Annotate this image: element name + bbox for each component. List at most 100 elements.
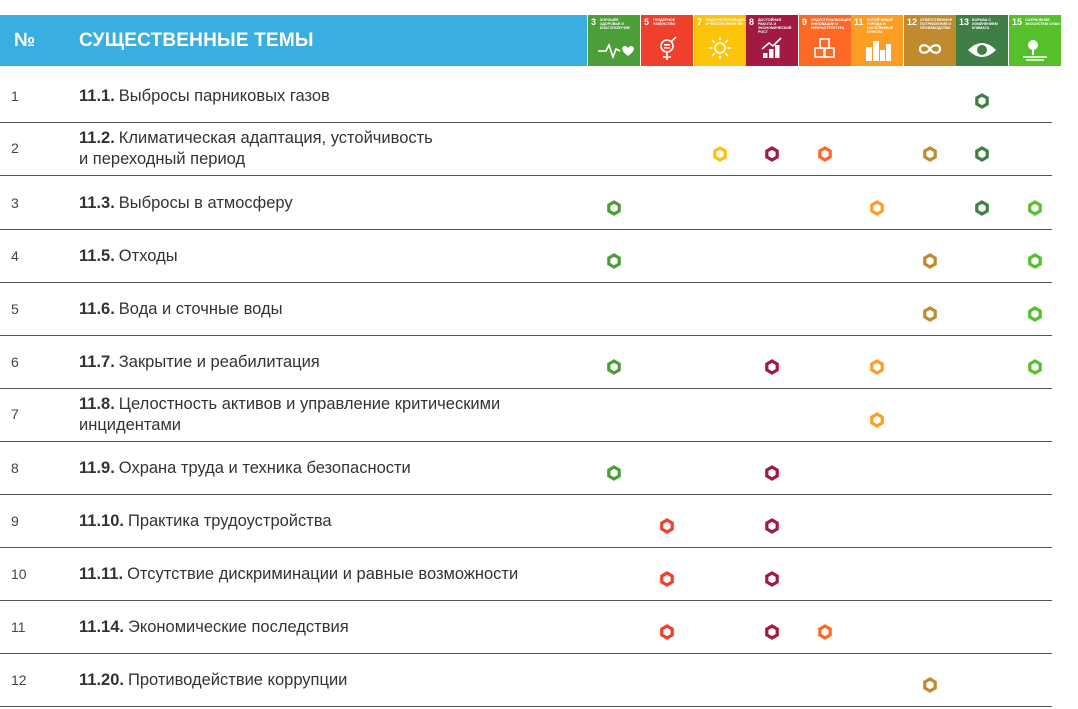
row-number: 5 <box>11 301 19 317</box>
sdg-5-hexagon-mark <box>660 517 674 534</box>
sdg-goal-caption: Борьба с изменением климата <box>972 18 998 30</box>
topic-cell: 11.8. Целостность активов и управление кр… <box>79 394 500 436</box>
sdg-goal-number: 3 <box>591 17 597 27</box>
sdg-9-hexagon-mark <box>818 623 832 640</box>
table-row: 7 11.8. Целостность активов и управление к… <box>0 389 1052 442</box>
topic-cell: 11.3. Выбросы в атмосферу <box>79 193 293 214</box>
sdg-goal-number: 7 <box>697 17 703 27</box>
topic-code: 11.11. <box>79 565 124 583</box>
row-number: 12 <box>11 672 27 688</box>
sdg-3-hexagon-mark <box>607 464 621 481</box>
topic-code: 11.8. <box>79 395 115 413</box>
topic-title-line: Закрытие и реабилитация <box>118 353 320 371</box>
sdg-goal-12-tile: 12 Ответственное потребление и производст… <box>904 15 956 66</box>
topic-title-line: Выбросы парниковых газов <box>118 87 330 105</box>
topic-cell: 11.11. Отсутствие дискриминации и равные … <box>79 564 518 585</box>
sdg-goal-caption: Достойная работа и экономический рост <box>758 18 792 34</box>
row-number: 9 <box>11 513 19 529</box>
gender-icon <box>660 36 677 60</box>
sdg-8-hexagon-mark <box>765 570 779 587</box>
row-divider <box>0 653 1052 654</box>
tree-icon <box>1023 40 1047 61</box>
sdg-7-hexagon-mark <box>713 145 727 162</box>
sdg-goal-caption: Устойчивые города и населенные пункты <box>867 18 894 34</box>
sdg-goal-15-tile: 15 Сохранение экосистем суши <box>1009 15 1061 66</box>
sdg-12-hexagon-mark <box>923 252 937 269</box>
table-row: 12 11.20. Противодействие коррупции <box>0 654 1052 707</box>
topic-cell: 11.2. Климатическая адаптация, устойчивос… <box>79 128 433 170</box>
sdg-8-hexagon-mark <box>765 464 779 481</box>
topic-code: 11.9. <box>79 459 115 477</box>
eye-globe-icon <box>968 43 996 57</box>
sdg-11-hexagon-mark <box>870 411 884 428</box>
sdg-goal-caption: Недорогостоящая и чистая энергия <box>706 18 746 26</box>
row-divider <box>0 229 1052 230</box>
row-number: 4 <box>11 248 19 264</box>
sdg-13-hexagon-mark <box>975 92 989 109</box>
topic-title-line: Экономические последствия <box>127 618 349 636</box>
sdg-goal-13-tile: 13 Борьба с изменением климата <box>956 15 1008 66</box>
table-row: 5 11.6. Вода и сточные воды <box>0 283 1052 336</box>
sdg-15-hexagon-mark <box>1028 305 1042 322</box>
sdg-8-hexagon-mark <box>765 145 779 162</box>
topic-code: 11.7. <box>79 353 115 371</box>
row-number: 3 <box>11 195 19 211</box>
heartbeat-icon <box>598 42 634 60</box>
sdg-goal-number: 12 <box>907 17 918 27</box>
topic-title-line: Вода и сточные воды <box>118 300 283 318</box>
table-header: № СУЩЕСТВЕННЫЕ ТЕМЫ <box>0 15 587 66</box>
topic-code: 11.20. <box>79 671 124 689</box>
row-divider <box>0 175 1052 176</box>
sdg-11-hexagon-mark <box>870 358 884 375</box>
topic-code: 11.5. <box>79 247 115 265</box>
topic-code: 11.3. <box>79 194 115 212</box>
row-number: 8 <box>11 460 19 476</box>
row-number: 10 <box>11 566 27 582</box>
sdg-goal-number: 11 <box>854 17 864 27</box>
sdg-5-hexagon-mark <box>660 570 674 587</box>
topic-code: 11.6. <box>79 300 115 318</box>
sdg-3-hexagon-mark <box>607 358 621 375</box>
topic-cell: 11.7. Закрытие и реабилитация <box>79 352 320 373</box>
topic-title-line: Практика трудоустройства <box>127 512 332 530</box>
sdg-goal-9-tile: 9 Индустриализация, инновации и инфрастру… <box>799 15 851 66</box>
table-row: 9 11.10. Практика трудоустройства <box>0 495 1052 548</box>
sdg-8-hexagon-mark <box>765 623 779 640</box>
topic-code: 11.14. <box>79 618 124 636</box>
topic-title-line: Выбросы в атмосферу <box>118 194 293 212</box>
topic-cell: 11.5. Отходы <box>79 246 178 267</box>
sdg-goal-caption: Хорошее здоровье и благополучие <box>600 18 630 30</box>
sun-icon <box>709 37 731 59</box>
row-number: 1 <box>11 88 19 104</box>
sdg-goal-number: 15 <box>1012 17 1023 27</box>
topic-code: 11.10. <box>79 512 124 530</box>
topic-code: 11.1. <box>79 87 115 105</box>
sdg-9-hexagon-mark <box>818 145 832 162</box>
row-number: 6 <box>11 354 19 370</box>
sdg-5-hexagon-mark <box>660 623 674 640</box>
sdg-goal-8-tile: 8 Достойная работа и экономический рост <box>746 15 798 66</box>
sdg-goal-caption: Сохранение экосистем суши <box>1025 18 1060 26</box>
sdg-8-hexagon-mark <box>765 358 779 375</box>
sdg-3-hexagon-mark <box>607 199 621 216</box>
sdg-goal-3-tile: 3 Хорошее здоровье и благополучие <box>588 15 640 66</box>
topic-title-line: Отходы <box>118 247 178 265</box>
sdg-goal-11-tile: 11 Устойчивые города и населенные пункты <box>851 15 903 66</box>
sdg-15-hexagon-mark <box>1028 358 1042 375</box>
topic-title-line: инцидентами <box>79 416 182 434</box>
topic-cell: 11.14. Экономические последствия <box>79 617 349 638</box>
row-divider <box>0 122 1052 123</box>
sdg-goal-number: 9 <box>802 17 808 27</box>
topic-cell: 11.10. Практика трудоустройства <box>79 511 332 532</box>
table-row: 6 11.7. Закрытие и реабилитация <box>0 336 1052 389</box>
growth-chart-icon <box>761 37 782 58</box>
sdg-goal-caption: Индустриализация, инновации и инфраструк… <box>811 18 851 30</box>
sdg-12-hexagon-mark <box>923 676 937 693</box>
sdg-3-hexagon-mark <box>607 252 621 269</box>
sdg-15-hexagon-mark <box>1028 252 1042 269</box>
sdg-12-hexagon-mark <box>923 305 937 322</box>
table-row: 1 11.1. Выбросы парниковых газов <box>0 70 1052 123</box>
row-divider <box>0 494 1052 495</box>
sdg-goal-caption: Ответственное потребление и производство <box>920 18 953 30</box>
topic-title-line: Климатическая адаптация, устойчивость <box>118 129 433 147</box>
